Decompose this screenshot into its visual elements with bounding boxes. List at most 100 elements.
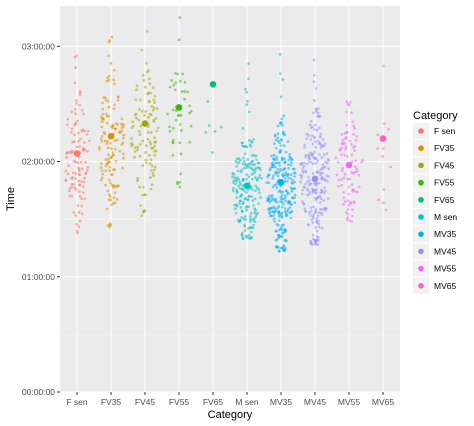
data-point (122, 152, 125, 156)
data-point (150, 183, 154, 186)
data-point (86, 129, 90, 133)
data-point (288, 153, 292, 156)
data-point (306, 223, 310, 226)
data-point (338, 148, 342, 152)
data-point (273, 170, 277, 174)
data-point (354, 159, 358, 163)
data-point (233, 182, 237, 186)
data-point (136, 145, 140, 149)
data-point (311, 216, 315, 220)
data-point (275, 186, 279, 189)
data-point (68, 187, 72, 190)
data-point (286, 163, 290, 167)
data-point (313, 136, 316, 140)
data-point (345, 218, 349, 222)
data-point (301, 200, 304, 203)
data-point (111, 202, 115, 205)
data-point (144, 151, 147, 154)
data-point (70, 110, 74, 114)
data-point (183, 90, 186, 93)
data-point (138, 142, 142, 146)
data-point (350, 220, 354, 223)
data-point (70, 127, 74, 131)
data-point (271, 185, 275, 189)
data-point (106, 157, 110, 161)
data-point (253, 220, 257, 224)
data-point (178, 38, 181, 42)
mean-point (243, 182, 251, 190)
data-point (335, 173, 339, 177)
data-point (257, 176, 261, 179)
data-point (276, 136, 280, 140)
data-point (155, 107, 159, 110)
data-point (248, 162, 252, 165)
data-point (256, 178, 259, 182)
data-point (77, 225, 81, 229)
data-point (324, 160, 328, 164)
data-point (283, 161, 286, 165)
x-tick-label: FV65 (203, 397, 224, 407)
data-point (344, 145, 348, 149)
data-point (249, 230, 253, 234)
data-point (77, 131, 80, 135)
data-point (342, 176, 346, 180)
data-point (290, 190, 294, 193)
data-point (75, 223, 79, 226)
data-point (315, 217, 318, 221)
data-point (149, 91, 153, 95)
data-point (311, 189, 315, 193)
data-point (351, 208, 354, 212)
data-point (279, 95, 283, 99)
data-point (241, 126, 245, 130)
data-point (346, 212, 350, 216)
data-point (349, 201, 352, 204)
data-point (80, 212, 84, 216)
data-point (278, 53, 282, 56)
data-point (131, 120, 135, 124)
data-point (131, 143, 134, 146)
data-point (112, 68, 116, 72)
data-point (150, 104, 154, 108)
data-point (149, 158, 153, 162)
data-point (174, 81, 178, 85)
data-point (233, 176, 237, 179)
data-point (346, 216, 350, 219)
data-point (140, 48, 144, 52)
data-point (189, 124, 193, 128)
data-point (299, 180, 302, 184)
data-point (309, 161, 313, 164)
data-point (101, 117, 104, 121)
data-point (74, 66, 77, 70)
data-point (308, 151, 312, 155)
data-point (271, 176, 274, 180)
data-point (300, 176, 303, 180)
data-point (135, 116, 138, 120)
data-point (168, 125, 171, 129)
data-point (291, 178, 295, 182)
data-point (283, 177, 287, 180)
data-point (180, 129, 183, 132)
data-point (342, 190, 346, 194)
x-axis-title: Category (208, 409, 253, 421)
data-point (204, 130, 208, 134)
data-point (74, 177, 77, 180)
data-point (76, 204, 80, 208)
data-point (349, 100, 352, 104)
data-point (320, 177, 323, 180)
data-point (343, 142, 347, 145)
data-point (312, 205, 316, 209)
data-point (291, 167, 295, 171)
data-point (313, 123, 317, 127)
data-point (232, 172, 236, 176)
data-point (293, 201, 297, 205)
mean-point (73, 150, 81, 157)
data-point (150, 169, 153, 172)
data-point (250, 173, 254, 176)
data-point (278, 228, 281, 232)
data-point (115, 138, 119, 142)
data-points (64, 16, 393, 253)
data-point (301, 188, 304, 192)
data-point (137, 118, 141, 122)
data-point (100, 120, 104, 124)
data-point (235, 180, 238, 183)
